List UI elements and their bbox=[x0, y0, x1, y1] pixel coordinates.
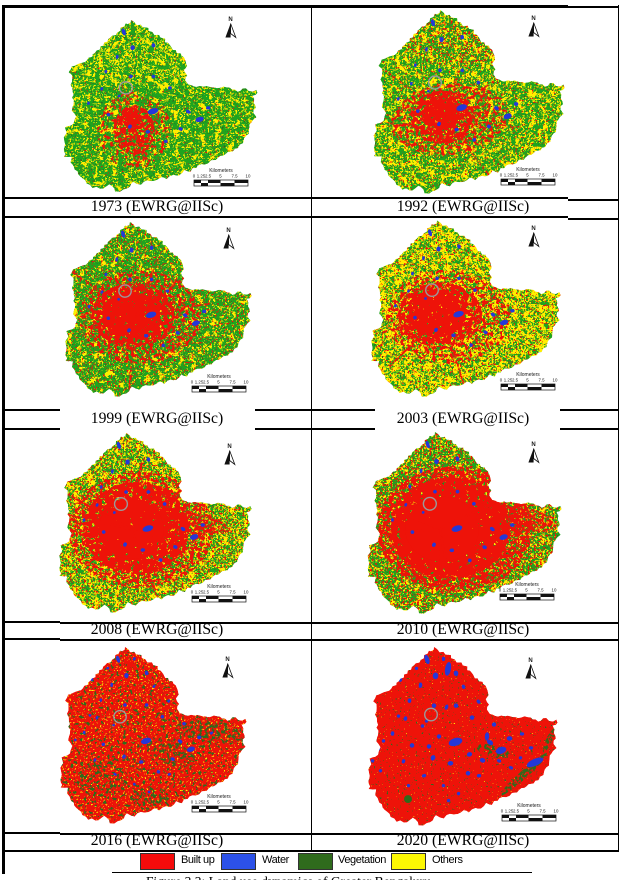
svg-text:10: 10 bbox=[244, 379, 249, 384]
svg-text:0: 0 bbox=[499, 587, 502, 592]
svg-text:2.5: 2.5 bbox=[203, 379, 210, 384]
svg-text:7.5: 7.5 bbox=[229, 379, 236, 384]
svg-text:N: N bbox=[227, 444, 231, 450]
svg-text:Kilometers: Kilometers bbox=[207, 794, 231, 800]
svg-text:N: N bbox=[531, 226, 535, 232]
svg-text:5: 5 bbox=[525, 587, 528, 592]
svg-text:5: 5 bbox=[527, 808, 530, 813]
svg-text:1.25: 1.25 bbox=[195, 799, 204, 804]
svg-text:0: 0 bbox=[500, 172, 503, 177]
svg-text:10: 10 bbox=[553, 172, 558, 177]
svg-text:N: N bbox=[226, 228, 230, 234]
svg-text:7.5: 7.5 bbox=[537, 587, 544, 592]
svg-text:5: 5 bbox=[526, 172, 529, 177]
svg-text:10: 10 bbox=[553, 377, 558, 382]
svg-text:5: 5 bbox=[526, 377, 529, 382]
svg-text:0: 0 bbox=[500, 377, 503, 382]
svg-text:5: 5 bbox=[219, 173, 222, 178]
svg-text:10: 10 bbox=[244, 799, 249, 804]
svg-text:0: 0 bbox=[501, 808, 504, 813]
svg-text:2.5: 2.5 bbox=[512, 172, 519, 177]
svg-text:7.5: 7.5 bbox=[229, 589, 236, 594]
svg-text:7.5: 7.5 bbox=[229, 799, 236, 804]
svg-text:2.5: 2.5 bbox=[203, 799, 210, 804]
svg-text:Kilometers: Kilometers bbox=[516, 167, 540, 173]
svg-text:2.5: 2.5 bbox=[512, 377, 519, 382]
svg-text:0: 0 bbox=[191, 799, 194, 804]
svg-text:10: 10 bbox=[244, 589, 249, 594]
svg-text:7.5: 7.5 bbox=[231, 173, 238, 178]
svg-text:1.25: 1.25 bbox=[197, 173, 206, 178]
svg-text:1.25: 1.25 bbox=[195, 589, 204, 594]
svg-text:7.5: 7.5 bbox=[539, 808, 546, 813]
svg-text:Kilometers: Kilometers bbox=[207, 374, 231, 380]
svg-text:Kilometers: Kilometers bbox=[209, 168, 233, 174]
svg-text:1.25: 1.25 bbox=[503, 587, 512, 592]
svg-text:N: N bbox=[531, 442, 535, 448]
svg-text:1.25: 1.25 bbox=[505, 808, 514, 813]
svg-text:2.5: 2.5 bbox=[511, 587, 518, 592]
svg-text:N: N bbox=[528, 658, 532, 664]
svg-text:5: 5 bbox=[217, 589, 220, 594]
svg-text:10: 10 bbox=[554, 808, 559, 813]
svg-text:7.5: 7.5 bbox=[538, 172, 545, 177]
svg-text:Kilometers: Kilometers bbox=[517, 803, 541, 809]
svg-text:0: 0 bbox=[191, 379, 194, 384]
svg-text:5: 5 bbox=[217, 379, 220, 384]
svg-text:Kilometers: Kilometers bbox=[207, 584, 231, 590]
svg-text:Kilometers: Kilometers bbox=[515, 582, 539, 588]
svg-text:10: 10 bbox=[246, 173, 251, 178]
svg-text:0: 0 bbox=[193, 173, 196, 178]
svg-text:2.5: 2.5 bbox=[513, 808, 520, 813]
svg-text:0: 0 bbox=[191, 589, 194, 594]
svg-text:N: N bbox=[228, 17, 232, 23]
svg-text:7.5: 7.5 bbox=[538, 377, 545, 382]
svg-text:2.5: 2.5 bbox=[203, 589, 210, 594]
svg-text:N: N bbox=[531, 16, 535, 22]
svg-text:1.25: 1.25 bbox=[504, 172, 513, 177]
svg-text:2.5: 2.5 bbox=[205, 173, 212, 178]
svg-text:5: 5 bbox=[217, 799, 220, 804]
svg-text:1.25: 1.25 bbox=[195, 379, 204, 384]
svg-text:1.25: 1.25 bbox=[504, 377, 513, 382]
svg-text:10: 10 bbox=[552, 587, 557, 592]
svg-text:N: N bbox=[225, 657, 229, 663]
svg-text:Kilometers: Kilometers bbox=[516, 372, 540, 378]
